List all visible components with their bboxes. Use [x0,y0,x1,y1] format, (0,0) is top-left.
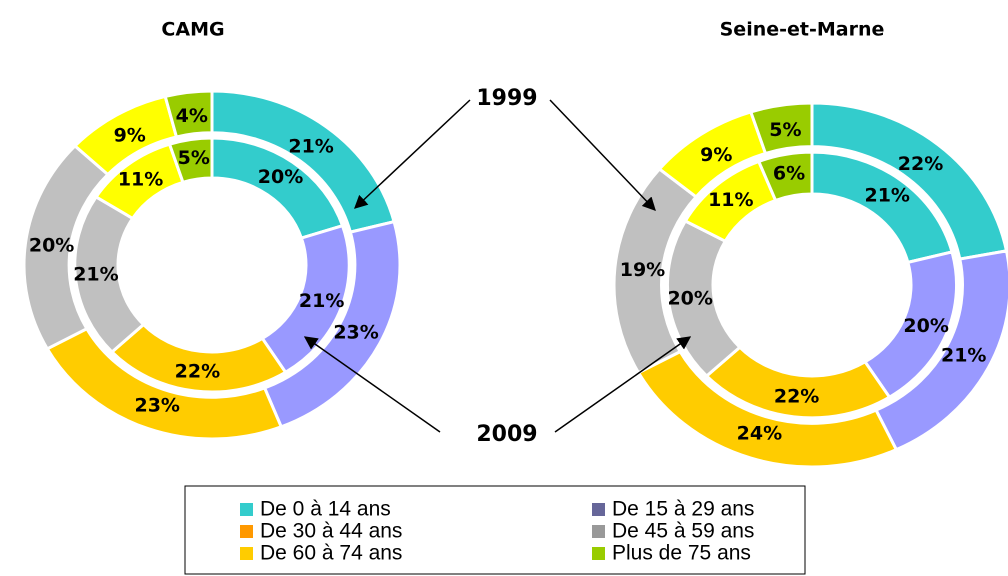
data-label: 21% [864,184,909,206]
data-label: 6% [773,163,805,185]
charts: CAMG 21% 23% 23% 20% 9% 4% 20% 21% 22% 21% 11% 5% Sei… [22,19,1008,469]
legend-label: De 0 à 14 ans [260,498,391,521]
donut-slice [748,101,814,156]
arrow [303,336,441,433]
legend-box [184,485,806,575]
data-label: 22% [774,385,819,407]
data-label: 23% [333,321,378,343]
donut-slice [167,136,214,185]
data-label: 20% [903,315,948,337]
annotation: 1999 [476,86,537,111]
legend-swatch [240,503,253,516]
legend-swatch [592,503,605,516]
data-label: 20% [258,166,303,188]
legend-label: De 45 à 59 ans [612,520,754,543]
legend-swatch [592,547,605,560]
annotation: 2009 [476,422,537,447]
data-label: 20% [667,288,712,310]
legend-label: De 60 à 74 ans [260,542,402,565]
legend-swatch [592,525,605,538]
data-label: 21% [73,264,118,286]
chart-title: CAMG [161,19,224,41]
legend-label: De 30 à 44 ans [260,520,402,543]
data-label: 9% [700,144,732,166]
legend-swatch [240,525,253,538]
legend: De 0 à 14 ans De 15 à 29 ans De 30 à 44 an… [240,498,754,565]
data-label: 4% [176,105,208,127]
data-label: 9% [114,125,146,147]
legend-swatch [240,547,253,560]
data-label: 24% [737,422,782,444]
donut-slice [163,89,214,139]
arrow [549,99,656,211]
data-label: 11% [118,168,163,190]
data-label: 22% [175,361,220,383]
legend-label: Plus de 75 ans [612,542,751,565]
data-label: 5% [769,119,801,141]
donut-slice [756,150,814,203]
data-label: 21% [941,345,986,367]
arrow [354,99,471,209]
data-label: 5% [178,147,210,169]
arrows [303,99,692,433]
legend-label: De 15 à 29 ans [612,498,754,521]
data-label: 20% [29,235,74,257]
data-label: 21% [288,135,333,157]
data-label: 19% [620,259,665,281]
data-label: 23% [134,394,179,416]
arrow [554,336,692,433]
data-label: 11% [708,189,753,211]
chart-title: Seine-et-Marne [720,19,885,41]
data-label: 21% [299,290,344,312]
data-label: 22% [898,153,943,175]
